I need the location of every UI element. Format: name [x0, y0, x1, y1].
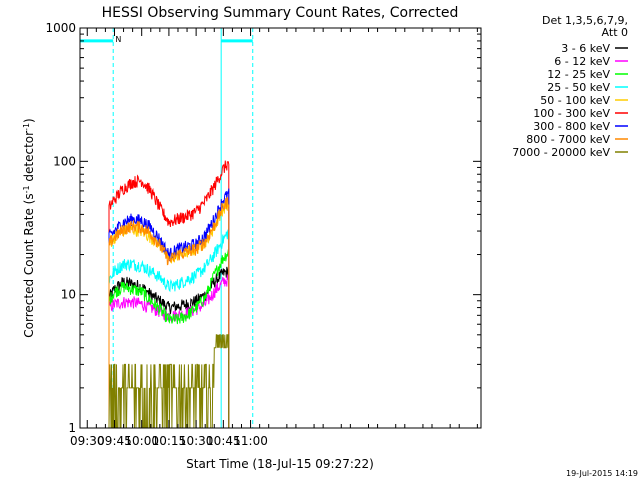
- saa-label: N: [115, 35, 121, 44]
- y-label-sup-1: -1: [22, 185, 31, 193]
- series-line-3: [108, 228, 230, 428]
- legend-label-8: 7000 - 20000 keV: [512, 146, 610, 159]
- x-tick-label-4: 10:30: [179, 434, 214, 448]
- legend-label-6: 300 - 800 keV: [533, 120, 610, 133]
- series-lines: [108, 160, 230, 429]
- x-tick-label-3: 10:15: [152, 434, 187, 448]
- y-tick-label-2: 100: [53, 154, 76, 168]
- x-axis-label: Start Time (18-Jul-15 09:27:22): [186, 457, 374, 471]
- y-label-part-3: ): [22, 118, 36, 123]
- legend-header-0: Det 1,3,5,6,7,9,: [542, 14, 628, 27]
- series-line-0: [108, 266, 230, 428]
- y-label-part-1: Corrected Count Rate (s: [22, 193, 36, 337]
- x-tick-label-1: 09:45: [97, 434, 132, 448]
- y-label-part-2: detector: [22, 131, 36, 186]
- y-axis-label: Corrected Count Rate (s-1 detector-1): [22, 118, 37, 337]
- night-markers: [79, 28, 254, 428]
- chart-title: HESSI Observing Summary Count Rates, Cor…: [102, 5, 459, 21]
- series-line-5: [108, 160, 230, 428]
- x-tick-label-0: 09:30: [70, 434, 105, 448]
- legend-label-5: 100 - 300 keV: [533, 107, 610, 120]
- series-line-2: [108, 248, 230, 428]
- legend-label-1: 6 - 12 keV: [554, 55, 610, 68]
- y-tick-label-0: 1: [68, 421, 76, 435]
- legend-header-1: Att 0: [602, 26, 628, 39]
- legend-label-3: 25 - 50 keV: [547, 81, 610, 94]
- series-line-8: [108, 334, 230, 429]
- series-line-7: [108, 196, 230, 428]
- series-line-1: [108, 274, 230, 428]
- series-line-6: [108, 188, 230, 428]
- legend-label-7: 800 - 7000 keV: [526, 133, 610, 146]
- y-tick-label-1: 10: [61, 288, 76, 302]
- y-tick-label-3: 1000: [45, 21, 76, 35]
- y-label-sup-2: -1: [22, 123, 31, 131]
- x-tick-label-5: 10:45: [206, 434, 241, 448]
- x-tick-label-6: 11:00: [233, 434, 268, 448]
- legend-label-4: 50 - 100 keV: [540, 94, 610, 107]
- x-tick-label-2: 10:00: [124, 434, 159, 448]
- legend-label-0: 3 - 6 keV: [561, 42, 610, 55]
- timestamp: 19-Jul-2015 14:19: [566, 469, 638, 478]
- plot-frame: [79, 27, 482, 429]
- legend-label-2: 12 - 25 keV: [547, 68, 610, 81]
